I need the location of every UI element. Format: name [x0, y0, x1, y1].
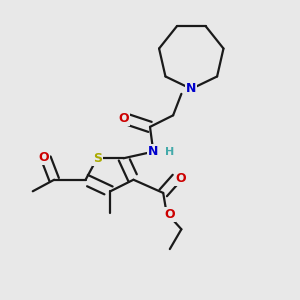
Text: N: N [148, 145, 158, 158]
Text: H: H [165, 147, 174, 157]
Text: O: O [118, 112, 129, 125]
Text: O: O [38, 151, 49, 164]
Text: S: S [93, 152, 102, 165]
Text: O: O [175, 172, 186, 184]
Text: O: O [164, 208, 175, 221]
Text: N: N [186, 82, 196, 95]
